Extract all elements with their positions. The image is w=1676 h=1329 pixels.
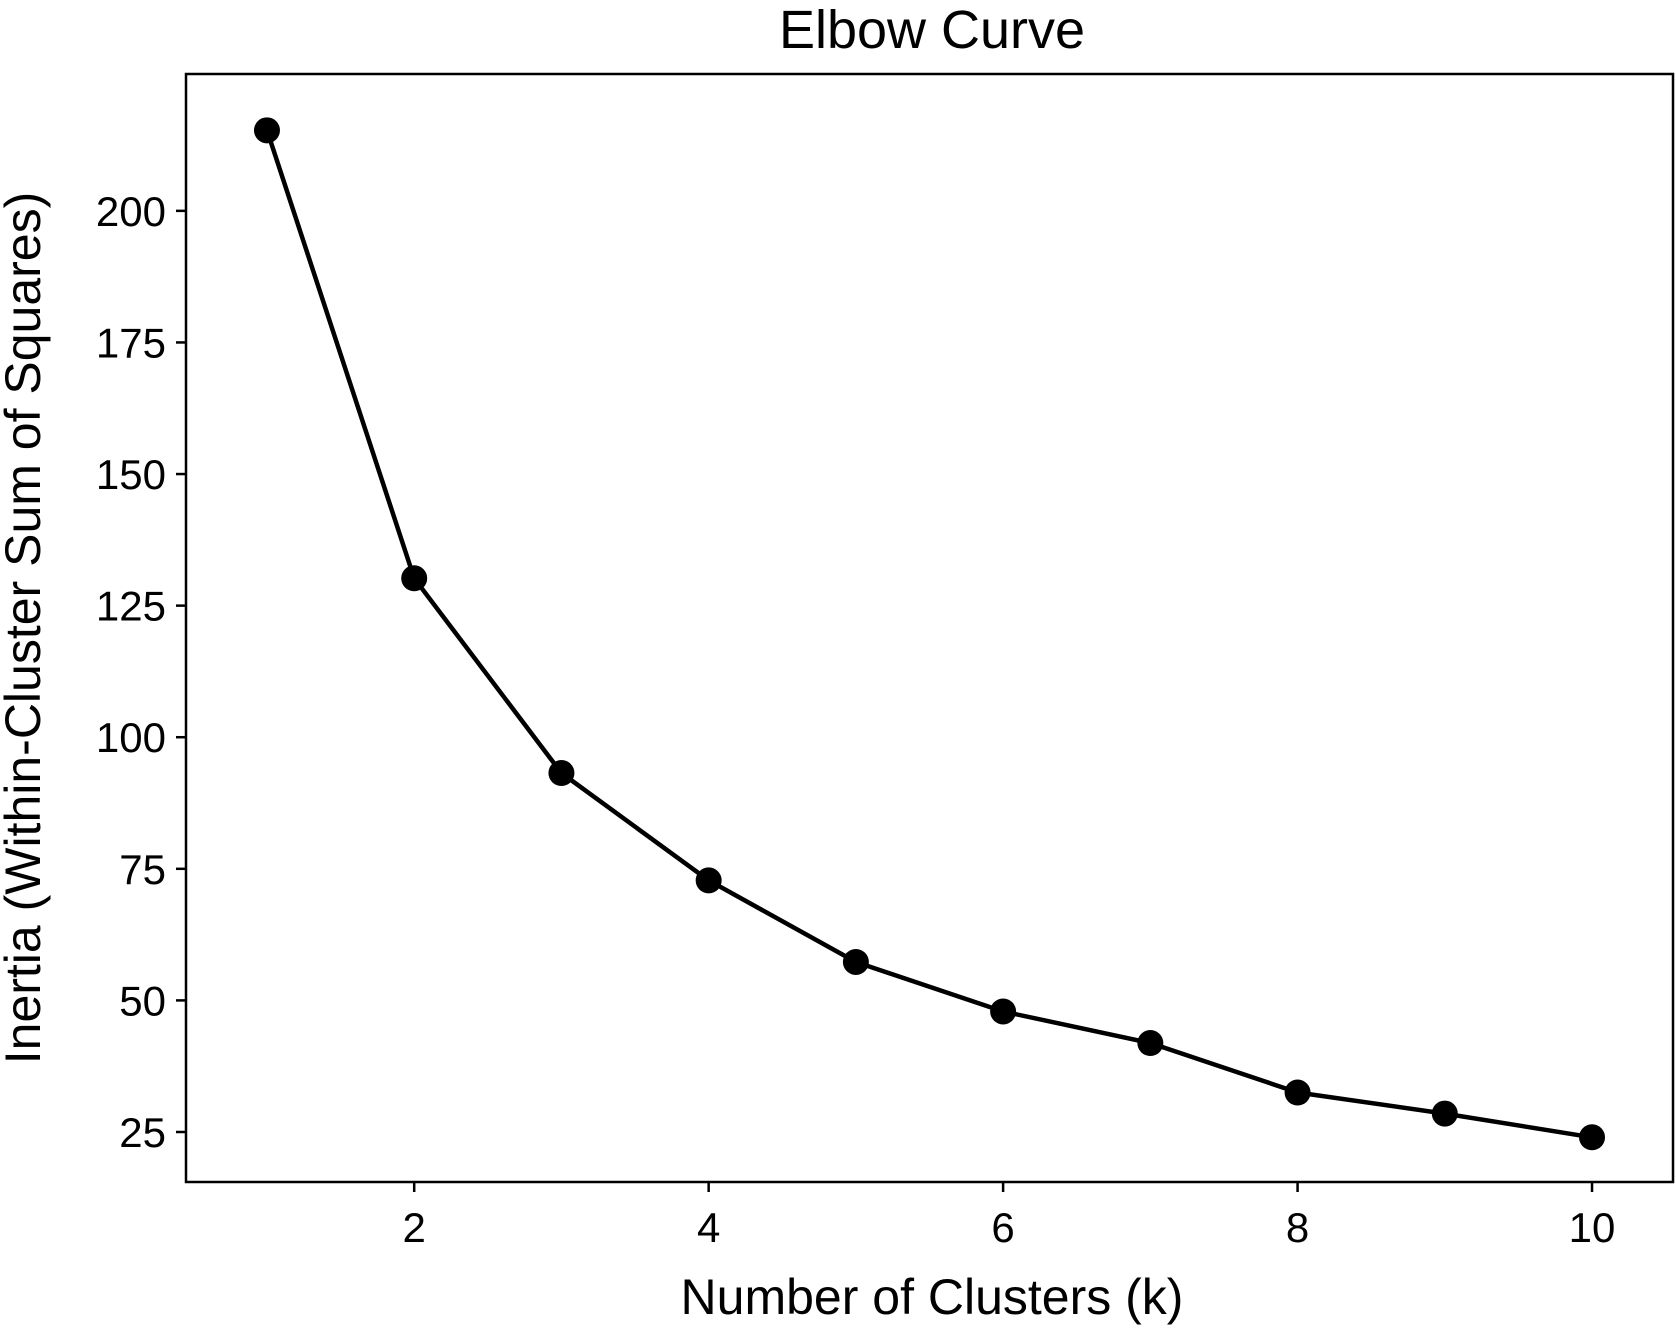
- chart-title: Elbow Curve: [779, 0, 1085, 60]
- plot-area: [253, 117, 1606, 1151]
- x-tick-label: 2: [403, 1204, 426, 1251]
- y-tick-label: 100: [96, 714, 166, 761]
- y-tick-label: 75: [119, 846, 166, 893]
- y-tick-label: 175: [96, 319, 166, 366]
- x-tick-label: 8: [1286, 1204, 1309, 1251]
- y-tick-label: 50: [119, 977, 166, 1024]
- data-point: [401, 565, 428, 592]
- x-tick-label: 6: [991, 1204, 1014, 1251]
- y-axis-label: Inertia (Within-Cluster Sum of Squares): [0, 192, 51, 1065]
- data-point: [990, 998, 1017, 1025]
- y-tick-label: 125: [96, 583, 166, 630]
- x-axis-label: Number of Clusters (k): [681, 1269, 1184, 1325]
- data-point: [1579, 1124, 1606, 1151]
- series-line: [264, 129, 1593, 1140]
- data-point: [695, 867, 722, 894]
- x-axis: 2 4 6 8 10: [403, 1182, 1616, 1251]
- data-point: [1431, 1100, 1458, 1127]
- data-point: [548, 760, 575, 787]
- axes-frame: [184, 72, 1675, 1184]
- y-tick-label: 25: [119, 1109, 166, 1156]
- y-axis: 25 50 75 100 125 150 175 200: [96, 188, 186, 1156]
- data-point: [1284, 1079, 1311, 1106]
- y-tick-label: 150: [96, 451, 166, 498]
- data-point: [253, 117, 280, 144]
- x-tick-label: 10: [1569, 1204, 1616, 1251]
- y-tick-label: 200: [96, 188, 166, 235]
- data-point: [1137, 1030, 1164, 1057]
- data-point: [842, 948, 869, 975]
- x-tick-label: 4: [697, 1204, 720, 1251]
